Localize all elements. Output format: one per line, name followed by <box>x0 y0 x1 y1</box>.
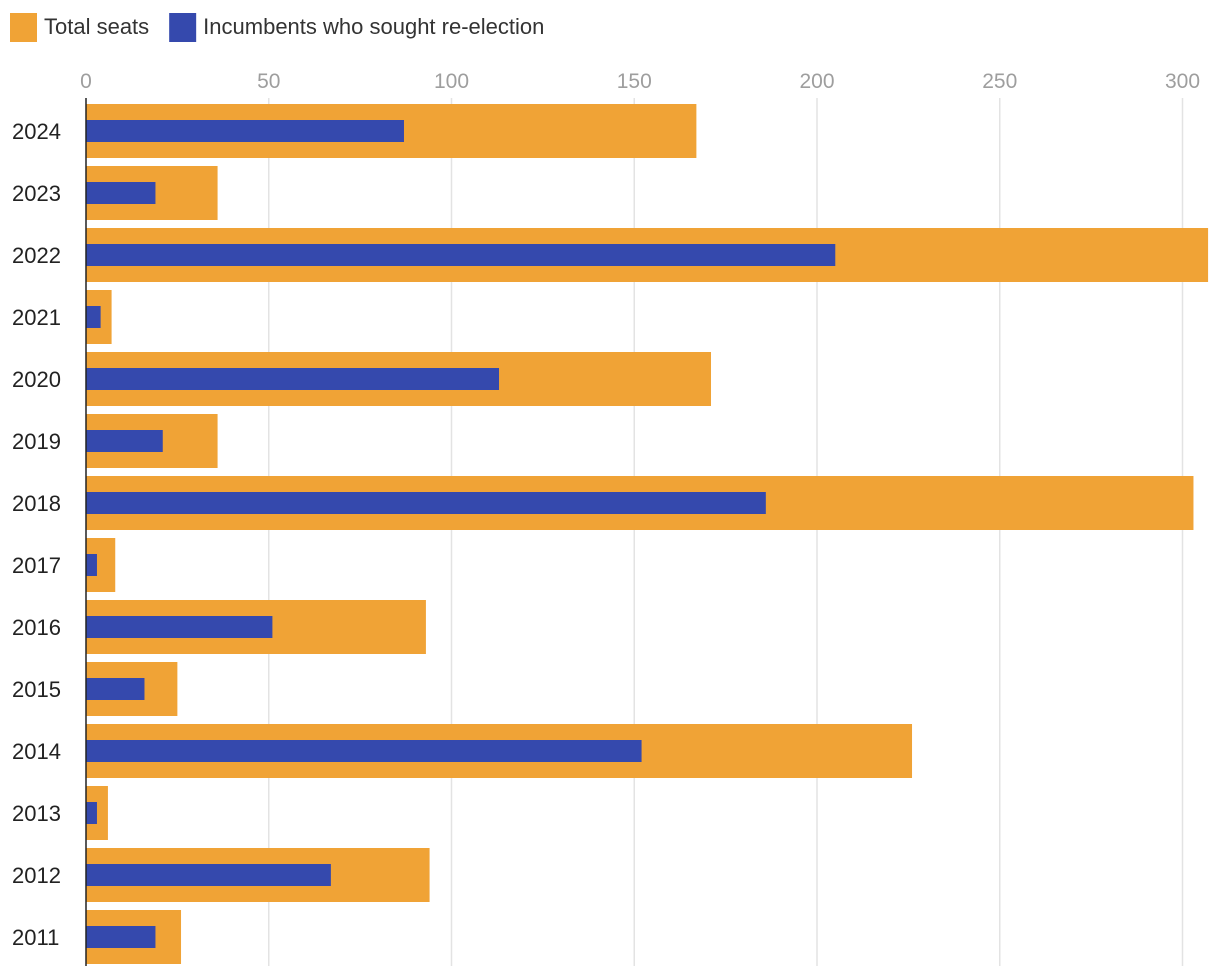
x-axis-ticks: 0 50 100 150 200 250 300 <box>80 70 1200 93</box>
y-category-label-2017: 2017 <box>12 553 61 578</box>
y-category-label-2015: 2015 <box>12 677 61 702</box>
y-axis-labels: 2024 2023 2022 2021 2020 2019 2018 2017 2016 2015… <box>12 119 61 950</box>
bar-incumbents-2024 <box>86 120 404 142</box>
legend-swatch-0 <box>10 13 37 42</box>
bar-incumbents-2014 <box>86 740 642 762</box>
bar-incumbents-2023 <box>86 182 156 204</box>
y-category-label-2023: 2023 <box>12 181 61 206</box>
bar-incumbents-2020 <box>86 368 500 390</box>
x-tick-label-300: 300 <box>1165 70 1200 93</box>
bar-incumbents-2015 <box>86 678 145 700</box>
legend: Total seats Incumbents who sought re-elec… <box>10 13 544 42</box>
bar-incumbents-2016 <box>86 616 273 638</box>
x-tick-label-100: 100 <box>434 70 469 93</box>
x-tick-label-0: 0 <box>80 70 92 93</box>
y-category-label-2012: 2012 <box>12 863 61 888</box>
y-category-label-2021: 2021 <box>12 305 61 330</box>
bar-incumbents-2012 <box>86 864 331 886</box>
x-tick-label-50: 50 <box>257 70 280 93</box>
y-category-label-2016: 2016 <box>12 615 61 640</box>
bar-incumbents-2011 <box>86 926 156 948</box>
bar-incumbents-2018 <box>86 492 766 514</box>
y-category-label-2018: 2018 <box>12 491 61 516</box>
bar-incumbents-2022 <box>86 244 836 266</box>
x-tick-label-150: 150 <box>617 70 652 93</box>
y-category-label-2022: 2022 <box>12 243 61 268</box>
bars <box>86 104 1209 964</box>
y-category-label-2024: 2024 <box>12 119 61 144</box>
x-tick-label-200: 200 <box>799 70 834 93</box>
x-tick-label-250: 250 <box>982 70 1017 93</box>
bar-incumbents-2013 <box>86 802 97 824</box>
legend-label-0: Total seats <box>44 14 149 39</box>
bar-incumbents-2019 <box>86 430 163 452</box>
y-category-label-2014: 2014 <box>12 739 61 764</box>
bar-incumbents-2017 <box>86 554 97 576</box>
y-category-label-2013: 2013 <box>12 801 61 826</box>
y-category-label-2019: 2019 <box>12 429 61 454</box>
bar-incumbents-2021 <box>86 306 101 328</box>
legend-label-1: Incumbents who sought re-election <box>203 14 544 39</box>
legend-swatch-1 <box>169 13 197 42</box>
y-category-label-2020: 2020 <box>12 367 61 392</box>
y-category-label-2011: 2011 <box>12 925 59 950</box>
